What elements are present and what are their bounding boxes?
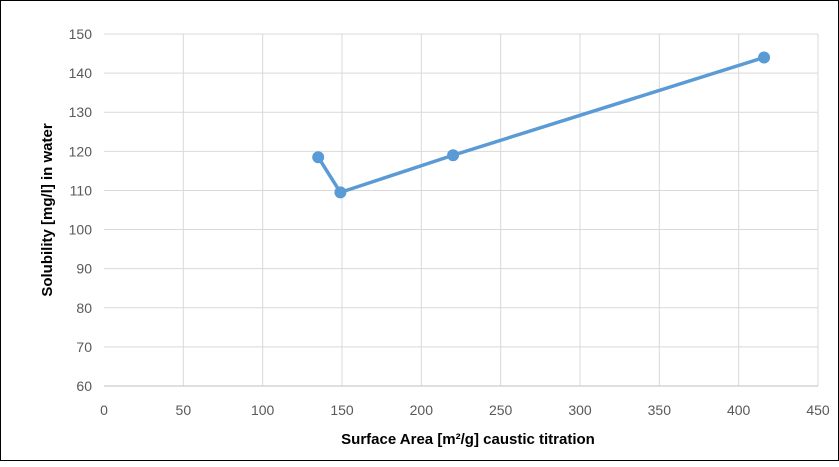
data-point	[447, 149, 460, 162]
x-tick-label: 100	[251, 402, 275, 418]
grid	[104, 33, 819, 386]
x-tick-label: 350	[648, 402, 672, 418]
y-axis-title: Solubility [mg/l] in water	[39, 123, 56, 297]
x-tick-label: 250	[489, 402, 513, 418]
x-axis-title: Surface Area [m²/g] caustic titration	[341, 431, 595, 448]
x-tick-label: 200	[410, 402, 434, 418]
x-tick-label: 50	[176, 402, 192, 418]
data-point	[312, 151, 325, 164]
data-point	[758, 51, 771, 64]
y-tick-label: 120	[69, 143, 93, 159]
x-tick-label: 150	[330, 402, 354, 418]
x-tick-label: 300	[568, 402, 592, 418]
series	[312, 51, 771, 199]
y-tick-label: 150	[69, 26, 93, 42]
series-line	[316, 55, 765, 195]
x-tick-label: 0	[100, 402, 108, 418]
y-tick-label: 60	[76, 378, 92, 394]
x-axis-tick-labels: 0 50 100 150 200 250 300 350 400 450	[100, 402, 830, 418]
y-tick-label: 130	[69, 104, 93, 120]
x-tick-label: 450	[806, 402, 830, 418]
x-tick-label: 400	[727, 402, 751, 418]
y-tick-label: 80	[76, 300, 92, 316]
y-tick-label: 110	[70, 182, 93, 198]
data-point	[334, 186, 347, 199]
y-tick-label: 90	[76, 261, 92, 277]
y-axis-tick-labels: 60 70 80 90 100 110 120 130 140 150	[69, 26, 93, 394]
y-tick-label: 140	[69, 65, 93, 81]
y-tick-label: 100	[69, 222, 93, 238]
y-tick-label: 70	[76, 339, 92, 355]
